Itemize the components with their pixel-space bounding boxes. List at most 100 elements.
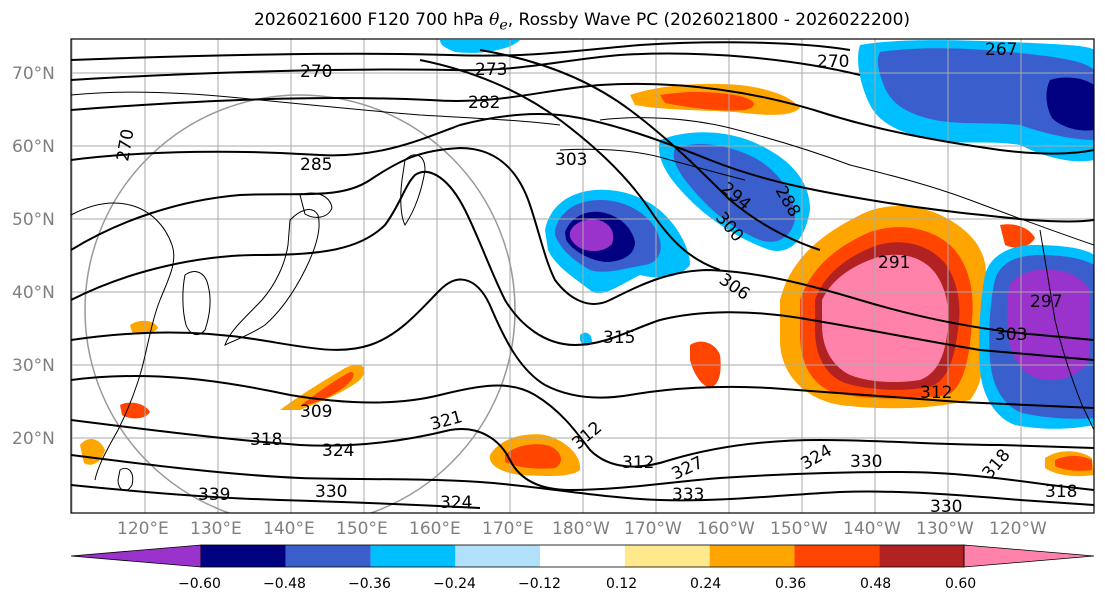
lat-label-40n: 40°N [12, 283, 55, 303]
coast-aleutians [559, 148, 746, 181]
contour-label: 267 [985, 40, 1017, 60]
colorbar-cell [540, 545, 625, 567]
cold-anomaly-arctic-core [1046, 77, 1094, 131]
lat-label-20n: 20°N [12, 429, 55, 449]
lon-label: 130°E [190, 519, 242, 539]
lon-label: 140°E [263, 519, 315, 539]
cold-anomaly-west-us-core [1007, 269, 1090, 381]
colorbar-tick-label: −0.12 [518, 576, 561, 592]
lon-label: 180°W [552, 519, 610, 539]
lon-label: 160°W [697, 519, 755, 539]
cold-anomaly-arctic-blue [440, 40, 520, 53]
theta-e-contours [71, 41, 1094, 509]
contour-label: 282 [468, 93, 500, 113]
contour-label: 330 [930, 497, 962, 517]
contour-285 [71, 113, 1094, 223]
colorbar-tick-label: 0.12 [606, 576, 638, 592]
lon-label: 170°W [624, 519, 682, 539]
contour-label: 291 [878, 253, 910, 273]
colorbar-extend-min [70, 544, 202, 568]
lat-label-50n: 50°N [12, 210, 55, 230]
lon-label: 150°E [336, 519, 388, 539]
coast-hokkaido [299, 192, 333, 218]
contour-label: 303 [995, 325, 1027, 345]
coast-japan [224, 209, 320, 346]
contour-label: 270 [817, 52, 849, 72]
contour-282 [71, 82, 1094, 155]
colorbar-tick-label: 0.60 [945, 576, 977, 592]
lat-label-60n: 60°N [12, 137, 55, 157]
contour-label: 309 [300, 402, 332, 422]
colorbar-cell [285, 545, 371, 567]
contour-label: 285 [300, 155, 332, 175]
lon-label: 160°E [409, 519, 461, 539]
cold-anomaly-arctic-inner [877, 48, 1094, 140]
contour-label: 297 [1030, 292, 1062, 312]
colorbar-tick-label: −0.48 [263, 576, 306, 592]
theta-symbol: θ [489, 10, 500, 30]
contour-label: 312 [568, 418, 606, 454]
contour-306 [71, 170, 1094, 361]
anomaly-fills [80, 40, 1094, 477]
coast-east-asia [71, 202, 175, 481]
colorbar-extend-max [963, 544, 1095, 568]
coast-korea [182, 271, 211, 336]
colorbar-cell [709, 545, 795, 567]
contour-273 [71, 52, 861, 81]
contour-label: 339 [198, 485, 230, 505]
contour-label: 333 [672, 485, 704, 505]
lat-label-30n: 30°N [12, 356, 55, 376]
colorbar-cells [70, 544, 1095, 568]
contour-label: 318 [250, 430, 282, 450]
warm-anomaly-subtropics-inner [505, 444, 562, 469]
contour-ridge [419, 59, 721, 271]
colorbar-tick-label: −0.36 [348, 576, 391, 592]
contour-label: 270 [113, 127, 138, 162]
lon-label: 140°W [843, 519, 901, 539]
coast-west-us [1039, 229, 1094, 431]
contour-324 [71, 454, 1094, 506]
map-title: 2026021600 F120 700 hPa θe, Rossby Wave … [70, 10, 1094, 33]
contour-270 [71, 41, 851, 61]
colorbar-tick-label: 0.36 [775, 576, 807, 592]
cold-anomaly-bering-inner [673, 144, 795, 242]
contour-330 [71, 484, 481, 509]
colorbar-tick-label: −0.60 [178, 576, 221, 592]
contour-label: 312 [920, 383, 952, 403]
colorbar-cell [201, 545, 286, 567]
lon-label: 170°E [482, 519, 534, 539]
colorbar-cell [794, 545, 880, 567]
contour-label: 270 [300, 62, 332, 82]
colorbar-tick-label: 0.48 [860, 576, 892, 592]
guide-circle [84, 94, 516, 513]
lon-label: 150°W [770, 519, 828, 539]
cold-anomaly-trough-max [569, 219, 614, 252]
coast-philippines [117, 467, 134, 491]
contour-label: 324 [322, 441, 354, 461]
colorbar-tick-label: 0.24 [690, 576, 722, 592]
contour-label: 312 [622, 453, 654, 473]
warm-anomaly-ne-pacific-max [822, 254, 949, 383]
coast-alaska [599, 117, 1094, 246]
colorbar-cell [879, 545, 964, 567]
warm-anomaly-east-inner [1055, 455, 1092, 471]
colorbar-cell [370, 545, 456, 567]
contour-label: 315 [603, 328, 635, 348]
contour-label: 303 [555, 150, 587, 170]
lon-label: 130°W [916, 519, 974, 539]
lon-label: 120°W [989, 519, 1047, 539]
theta-subscript: e [499, 17, 508, 34]
coastlines [71, 91, 1094, 491]
contour-label: 318 [1045, 482, 1077, 502]
contour-ridge2 [479, 49, 821, 251]
warm-anomaly-aleutian-inner [660, 92, 755, 111]
colorbar-frame [200, 544, 965, 568]
contour-309 [71, 278, 1094, 409]
title-suffix: , Rossby Wave PC (2026021800 - 202602220… [507, 10, 911, 30]
contour-label: 324 [798, 441, 836, 475]
lon-label: 120°E [117, 519, 169, 539]
map-frame [70, 38, 1095, 514]
lat-label-70n: 70°N [12, 64, 55, 84]
contour-label: 321 [428, 407, 465, 435]
